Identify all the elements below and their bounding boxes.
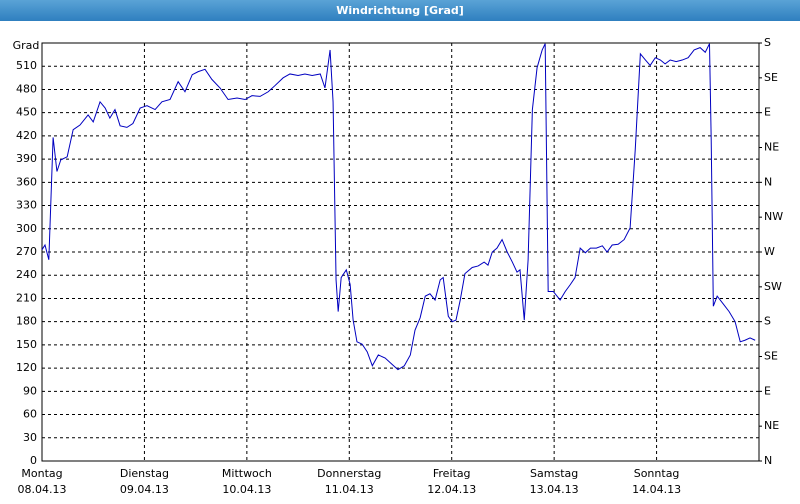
chart-title: Windrichtung [Grad] xyxy=(336,4,464,17)
y-tick-label: 150 xyxy=(16,338,37,351)
x-tick-date: 11.04.13 xyxy=(325,483,374,496)
x-tick-label: Freitag xyxy=(433,467,471,480)
x-tick-label: Dienstag xyxy=(120,467,169,480)
x-tick-date: 13.04.13 xyxy=(530,483,579,496)
x-tick-date: 08.04.13 xyxy=(18,483,67,496)
x-tick-label: Montag xyxy=(21,467,62,480)
y-tick-label: 480 xyxy=(16,82,37,95)
y-tick-label: 330 xyxy=(16,199,37,212)
y2-tick-label: NE xyxy=(764,141,779,154)
y-tick-label: 0 xyxy=(30,454,37,467)
y-tick-label: 90 xyxy=(23,384,37,397)
title-bar xyxy=(0,0,800,21)
y-axis-title: Grad xyxy=(13,39,40,52)
y-tick-label: 240 xyxy=(16,268,37,281)
y2-tick-label: SE xyxy=(764,350,778,363)
y2-tick-label: SW xyxy=(764,280,782,293)
y2-tick-label: W xyxy=(764,245,775,258)
y-tick-label: 360 xyxy=(16,175,37,188)
y2-tick-label: S xyxy=(764,315,771,328)
x-tick-date: 09.04.13 xyxy=(120,483,169,496)
y2-tick-label: N xyxy=(764,454,772,467)
y-tick-label: 180 xyxy=(16,315,37,328)
y-tick-label: 450 xyxy=(16,106,37,119)
y2-tick-label: S xyxy=(764,36,771,49)
y2-tick-label: SE xyxy=(764,71,778,84)
y-tick-label: 30 xyxy=(23,431,37,444)
x-tick-date: 12.04.13 xyxy=(427,483,476,496)
y2-tick-label: E xyxy=(764,384,771,397)
data-line xyxy=(41,43,756,371)
y-tick-label: 300 xyxy=(16,222,37,235)
y-tick-label: 420 xyxy=(16,129,37,142)
y2-tick-label: E xyxy=(764,106,771,119)
plot-border xyxy=(41,42,760,462)
y2-tick-label: NW xyxy=(764,210,783,223)
y-tick-label: 210 xyxy=(16,291,37,304)
y-tick-label: 510 xyxy=(16,59,37,72)
x-tick-date: 14.04.13 xyxy=(632,483,681,496)
y-tick-label: 270 xyxy=(16,245,37,258)
x-tick-label: Samstag xyxy=(530,467,578,480)
x-tick-date: 10.04.13 xyxy=(222,483,271,496)
x-tick-label: Donnerstag xyxy=(317,467,381,480)
y2-tick-label: N xyxy=(764,175,772,188)
y-tick-label: 60 xyxy=(23,408,37,421)
y-tick-label: 390 xyxy=(16,152,37,165)
x-tick-label: Mittwoch xyxy=(222,467,272,480)
y2-tick-label: NE xyxy=(764,419,779,432)
x-tick-label: Sonntag xyxy=(634,467,680,480)
y-tick-label: 120 xyxy=(16,361,37,374)
